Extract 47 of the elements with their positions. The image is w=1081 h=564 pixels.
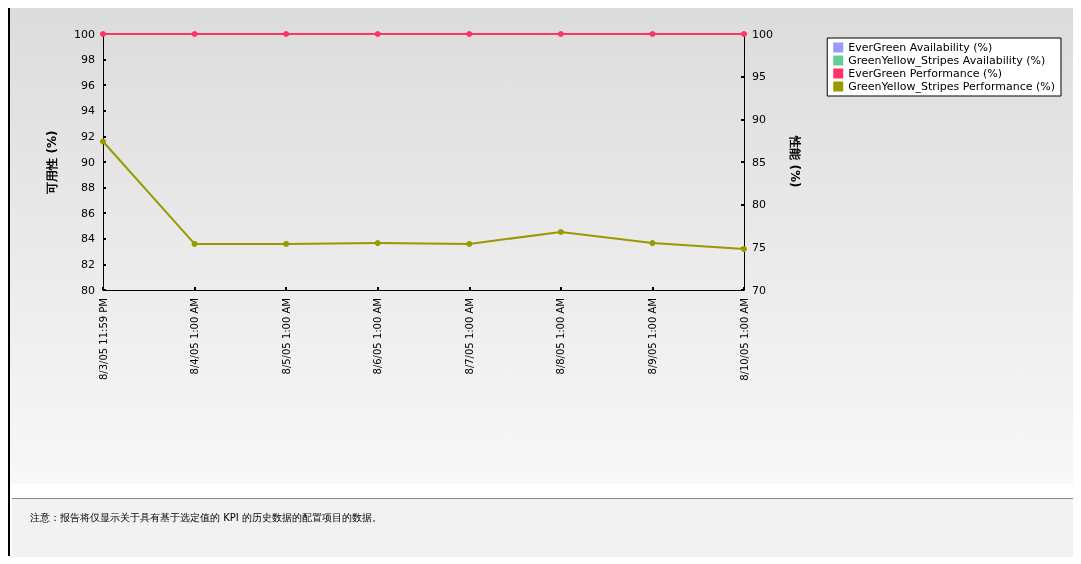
x-tick-label: 8/6/05 1:00 AM bbox=[372, 298, 384, 375]
legend-label: GreenYellow_Stripes Performance (%) bbox=[848, 80, 1055, 93]
text: 注意：报告将仅显示关于具有基于选定值的 KPI 的历史数据的配置项目的数据。 bbox=[30, 511, 383, 525]
point bbox=[374, 31, 381, 37]
point bbox=[466, 31, 473, 37]
y-tick-label: 98 bbox=[81, 53, 95, 67]
point bbox=[466, 240, 473, 247]
x-tick-label: 8/5/05 1:00 AM bbox=[280, 298, 292, 375]
x-tick-label: 8/3/05 11:59 PM bbox=[97, 298, 109, 381]
point bbox=[283, 31, 290, 37]
y-tick-label: 94 bbox=[81, 104, 95, 118]
point bbox=[741, 246, 747, 253]
y2-axis-title: 性能 (%) bbox=[788, 135, 802, 188]
x-tick-label: 8/8/05 1:00 AM bbox=[555, 298, 567, 375]
point bbox=[191, 240, 198, 247]
point bbox=[100, 138, 106, 145]
point bbox=[649, 31, 656, 37]
y2-tick-label: 70 bbox=[752, 283, 766, 297]
y-tick-label: 82 bbox=[81, 257, 95, 271]
y2-tick-label: 100 bbox=[752, 27, 773, 41]
y2-tick-label: 85 bbox=[752, 155, 766, 169]
legend-label: EverGreen Availability (%) bbox=[848, 41, 993, 54]
y2-tick-label: 75 bbox=[752, 240, 766, 254]
x-tick-label: 8/10/05 1:00 AM bbox=[738, 298, 750, 381]
x-tick-label: 8/7/05 1:00 AM bbox=[463, 298, 475, 375]
legend-label: EverGreen Performance (%) bbox=[848, 67, 1003, 80]
y-tick-label: 84 bbox=[81, 232, 95, 246]
legend-label: GreenYellow_Stripes Availability (%) bbox=[848, 54, 1046, 67]
point bbox=[649, 240, 656, 247]
y2-tick-label: 95 bbox=[752, 70, 766, 84]
y-tick-label: 92 bbox=[81, 129, 95, 143]
y-tick-label: 88 bbox=[81, 181, 95, 195]
y-tick-label: 86 bbox=[81, 206, 95, 220]
x-tick-label: 8/4/05 1:00 AM bbox=[189, 298, 201, 375]
point bbox=[283, 240, 290, 247]
point bbox=[557, 228, 564, 235]
y2-tick-label: 90 bbox=[752, 112, 766, 126]
point bbox=[374, 240, 381, 247]
y-tick-label: 80 bbox=[81, 283, 95, 297]
x-tick-label: 8/9/05 1:00 AM bbox=[646, 298, 658, 375]
y-tick-label: 96 bbox=[81, 78, 95, 92]
y-tick-label: 100 bbox=[74, 27, 95, 41]
point bbox=[191, 31, 198, 37]
y-axis-title: 可用性 (%) bbox=[45, 130, 59, 195]
y-tick-label: 90 bbox=[81, 155, 95, 169]
point bbox=[557, 31, 564, 37]
y2-tick-label: 80 bbox=[752, 198, 766, 212]
